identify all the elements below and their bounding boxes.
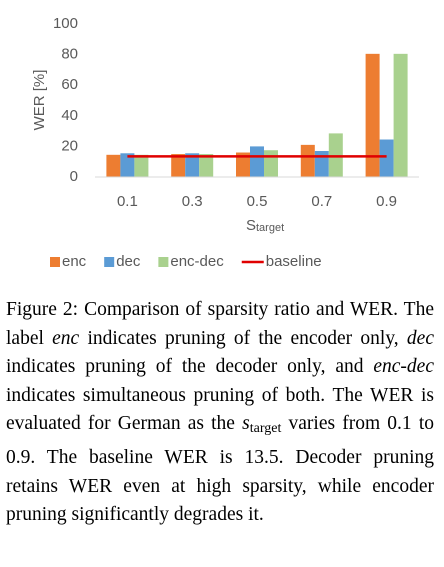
y-axis-label: WER [%] bbox=[31, 70, 48, 131]
y-tick-label: 100 bbox=[53, 15, 78, 32]
bar bbox=[120, 153, 135, 177]
y-tick-label: 20 bbox=[61, 137, 78, 154]
caption-text: dec bbox=[406, 327, 434, 349]
bar bbox=[379, 139, 394, 177]
x-axis-label: S bbox=[246, 217, 256, 234]
bar bbox=[134, 154, 149, 177]
caption: Figure 2: Comparison of sparsity ratio a… bbox=[6, 296, 434, 530]
legend-label: dec bbox=[116, 253, 141, 270]
bar bbox=[236, 152, 250, 177]
bar bbox=[106, 154, 121, 177]
bar bbox=[250, 146, 264, 177]
y-tick-label: 40 bbox=[61, 107, 78, 124]
x-tick-label: 0.9 bbox=[376, 193, 397, 210]
legend-label: enc bbox=[62, 253, 87, 270]
caption-text: enc bbox=[52, 327, 80, 349]
bar bbox=[185, 153, 200, 177]
bar bbox=[199, 154, 214, 177]
legend-swatch bbox=[104, 257, 115, 267]
x-tick-label: 0.1 bbox=[117, 193, 138, 210]
caption-text: enc-dec bbox=[373, 356, 434, 378]
legend-swatch bbox=[50, 257, 60, 267]
caption-text: varies from 0.1 to 0.9. The baseline WER… bbox=[6, 413, 434, 526]
caption-text: indicates pruning of the decoder only, a… bbox=[6, 356, 374, 378]
x-axis-label-sub: target bbox=[256, 222, 284, 234]
y-tick-label: 80 bbox=[61, 46, 78, 63]
bar bbox=[300, 144, 315, 177]
bar bbox=[314, 150, 329, 177]
caption-text: s bbox=[242, 413, 250, 435]
caption-text: target bbox=[249, 421, 282, 437]
bar bbox=[264, 150, 278, 177]
caption-text: indicates pruning of the encoder only, bbox=[79, 327, 407, 349]
y-tick-label: 0 bbox=[70, 168, 78, 185]
caption-text: indicates simultaneous pruning of both. … bbox=[6, 384, 434, 435]
chart: WER [%] S target 0 20 40 60 80 100 0.1 0.3 0.5 0.… bbox=[31, 15, 419, 270]
x-tick-label: 0.7 bbox=[311, 193, 332, 210]
bar bbox=[171, 154, 186, 177]
bar bbox=[365, 53, 380, 177]
x-tick-label: 0.3 bbox=[182, 193, 203, 210]
bar bbox=[393, 53, 408, 177]
legend-label: enc-dec bbox=[170, 253, 224, 270]
legend-label: baseline bbox=[266, 253, 322, 270]
x-tick-label: 0.5 bbox=[247, 193, 268, 210]
legend-swatch bbox=[158, 257, 169, 267]
y-tick-label: 60 bbox=[61, 76, 78, 93]
caption-text: Figure 2: Comparison of sparsity ratio a… bbox=[6, 299, 434, 349]
